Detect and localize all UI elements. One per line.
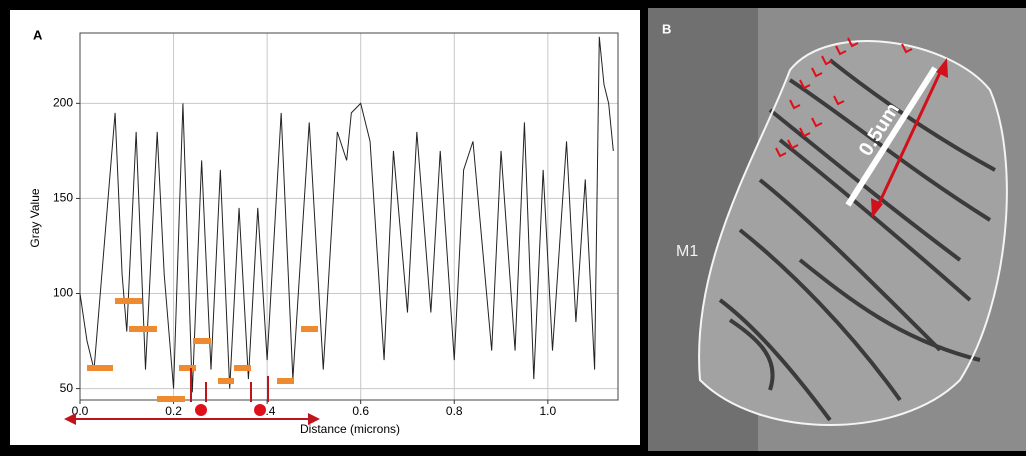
crista: [778, 138, 972, 302]
x-axis-label: Distance (microns): [300, 422, 400, 436]
orange-bar: [218, 378, 234, 384]
crista: [828, 58, 996, 172]
orange-bar: [157, 396, 185, 402]
red-tick: [835, 45, 847, 56]
orange-bar: [301, 326, 318, 332]
y-tick-label: 200: [53, 96, 73, 110]
red-tick: [799, 79, 811, 90]
mitochondrion: [699, 41, 1007, 425]
orange-bar: [129, 326, 157, 332]
orange-bar: [277, 378, 294, 384]
x-tick-label: 1.0: [539, 404, 556, 418]
crista: [738, 228, 902, 402]
red-tick: [787, 139, 799, 150]
plot-area: [80, 33, 618, 400]
red-tick: [789, 99, 801, 110]
panel-label: B: [662, 21, 671, 36]
arrow-head: [936, 58, 948, 78]
y-tick-label: 50: [60, 381, 74, 395]
panel-label: A: [33, 27, 43, 42]
region-label: M1: [676, 243, 698, 260]
red-tick: [811, 117, 823, 128]
orange-bar: [179, 365, 196, 371]
y-tick-label: 150: [53, 191, 73, 205]
red-tick: [811, 67, 823, 78]
red-arrow: [874, 63, 946, 211]
crista: [758, 178, 942, 352]
red-tick: [833, 95, 845, 106]
y-axis-label: Gray Value: [28, 188, 42, 247]
annotations: [64, 298, 320, 425]
crista: [728, 318, 775, 391]
orange-bar: [115, 298, 142, 304]
crista: [798, 258, 981, 362]
red-tick: [799, 127, 811, 138]
red-tick: [775, 147, 787, 158]
crista: [768, 108, 962, 262]
axes-frame: [79, 32, 619, 401]
x-tick-label: 0.8: [446, 404, 463, 418]
x-tick-label: 0.2: [165, 404, 182, 418]
red-dot: [195, 404, 207, 416]
orange-bar: [234, 365, 251, 371]
orange-bar: [87, 365, 113, 371]
arrow-head: [64, 413, 76, 425]
red-dot: [254, 404, 266, 416]
x-tick-label: 0.6: [352, 404, 369, 418]
red-tick: [901, 43, 913, 54]
scale-bar: [845, 66, 938, 207]
panel-b: B M1 0.5um: [648, 8, 1026, 451]
orange-bar: [193, 338, 211, 344]
arrow-head: [308, 413, 320, 425]
outline: [698, 40, 1008, 426]
red-tick: [821, 55, 833, 66]
arrow-head: [871, 198, 883, 218]
crista: [718, 298, 832, 422]
y-tick-label: 100: [53, 286, 73, 300]
profile-line: [79, 36, 614, 393]
red-tick: [847, 37, 859, 48]
